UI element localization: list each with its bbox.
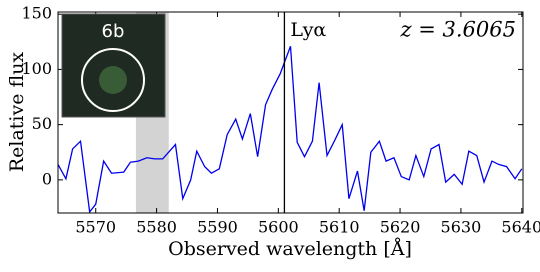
x-tick-label: 5580 — [136, 218, 177, 237]
y-axis-label: Relative flux — [6, 52, 28, 173]
x-tick-label: 5640 — [501, 218, 540, 237]
x-tick-label: 5630 — [441, 218, 482, 237]
redshift-label: z = 3.6065 — [400, 18, 517, 42]
plot-group — [58, 46, 523, 213]
inset-glow — [99, 66, 127, 94]
inset-aperture — [81, 48, 145, 112]
inset-label: 6b — [102, 21, 125, 42]
x-tick-label: 5600 — [258, 218, 299, 237]
y-tick-label: 100 — [21, 59, 52, 78]
x-tick-label: 5590 — [197, 218, 238, 237]
line-label: Lyα — [290, 19, 326, 41]
y-tick-label: 50 — [32, 114, 52, 133]
x-tick-label: 5570 — [75, 218, 116, 237]
x-axis-label: Observed wavelength [Å] — [168, 238, 412, 260]
x-tick-label: 5610 — [319, 218, 360, 237]
x-tick-label: 5620 — [380, 218, 421, 237]
y-tick-label: 0 — [42, 169, 52, 188]
inset-image — [61, 13, 166, 118]
spectrum-line — [58, 46, 523, 213]
plot-frame — [57, 11, 524, 214]
y-tick-label: 150 — [21, 4, 52, 23]
